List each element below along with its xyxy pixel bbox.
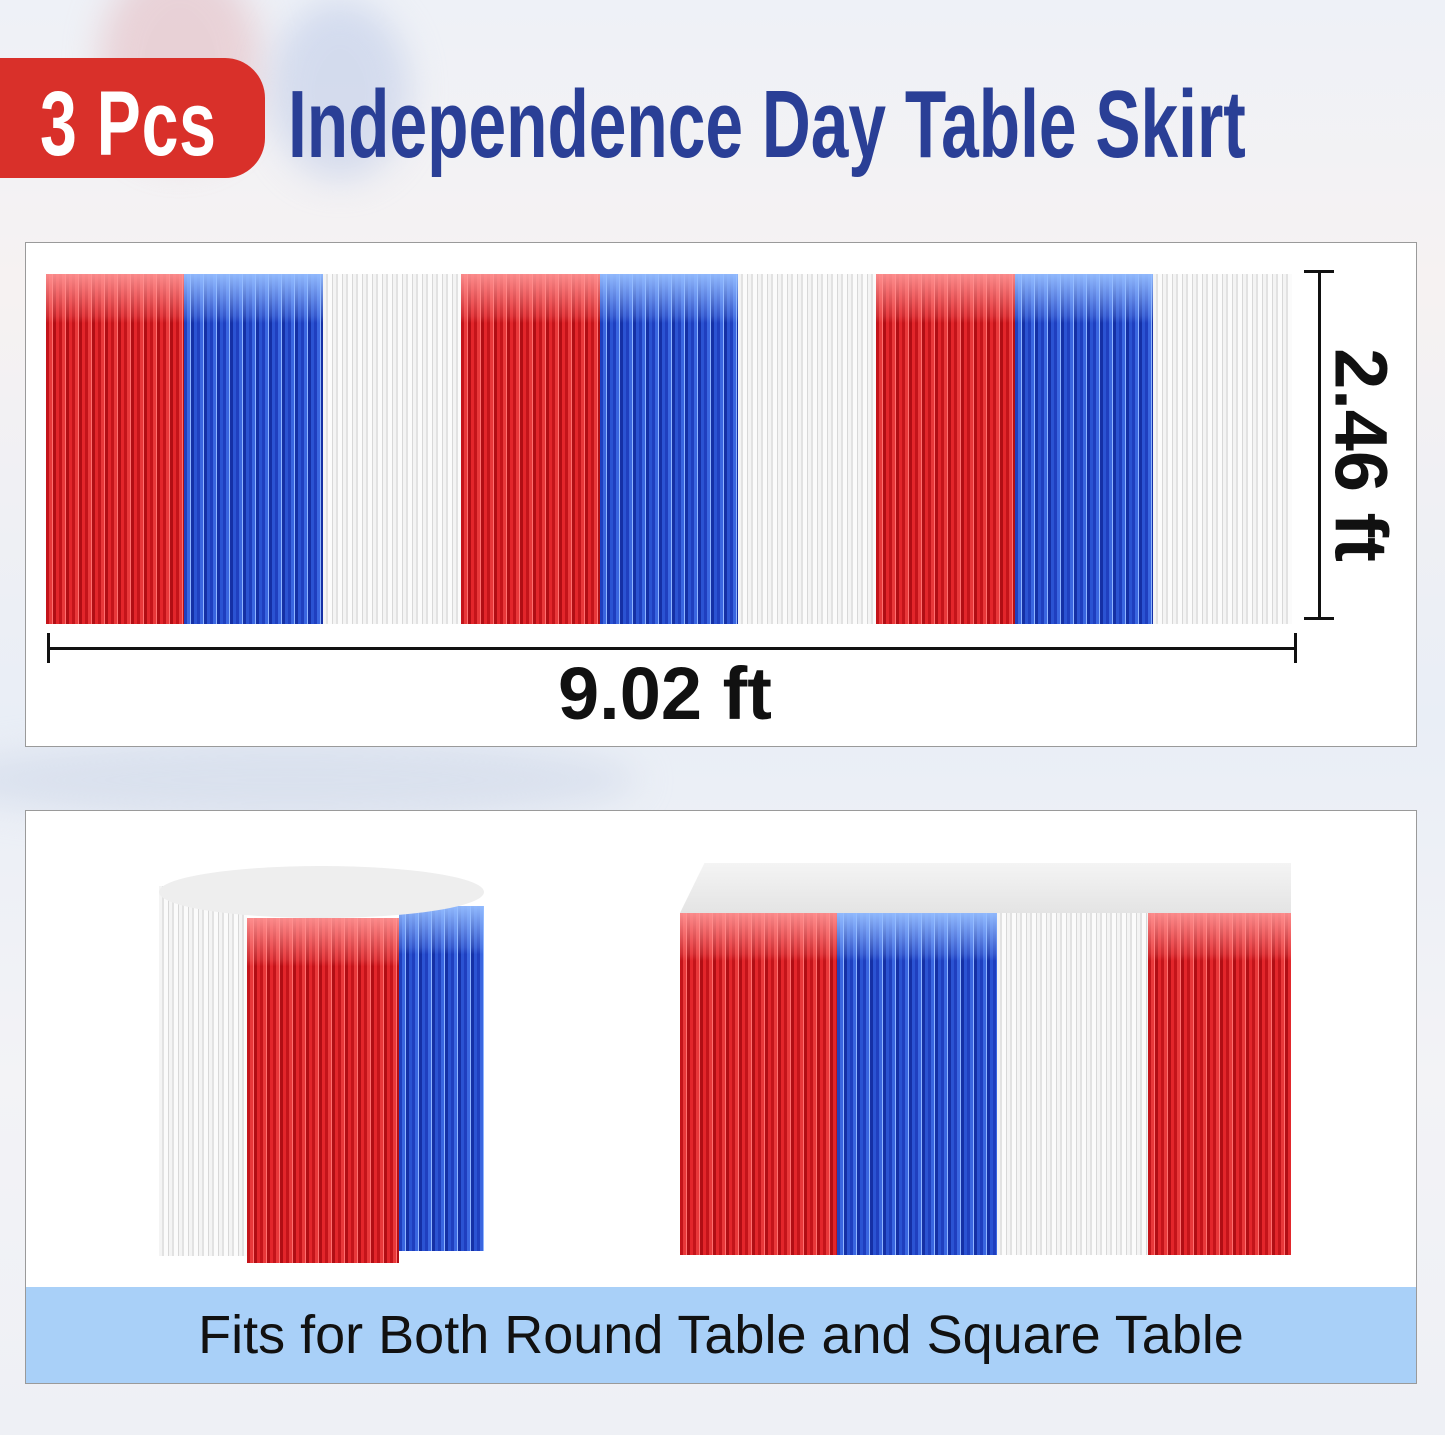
square-table [680,863,1291,1255]
height-label: 2.46 ft [1319,348,1403,562]
fringe-white [738,274,877,624]
balloon-decoration [270,0,410,180]
caption: Fits for Both Round Table and Square Tab… [26,1287,1416,1383]
fringe-red [46,274,185,624]
fringe-white [1153,274,1293,624]
fringe-red [1148,913,1291,1255]
badge-text: 3 Pcs [40,73,217,175]
fringe-red [680,913,837,1255]
height-line [1318,271,1321,619]
fringe-red [461,274,601,624]
fringe-blue [837,913,997,1255]
table-top [680,863,1291,913]
fringe-red [247,918,399,1263]
page-title: Independence Day Table Skirt [288,71,1246,178]
quantity-badge: 3 Pcs [0,58,265,178]
height-line-cap [1304,270,1334,273]
fringe-blue [1014,274,1154,624]
width-line-cap [47,633,50,663]
fringe-white [322,274,462,624]
fringe-white [997,913,1148,1255]
fringe-blue [184,274,324,624]
fringe-red [876,274,1016,624]
height-line-cap [1304,617,1334,620]
fringe-blue [399,906,484,1251]
width-line [47,647,1297,650]
table-top [159,866,484,918]
flag-decoration [0,740,640,820]
width-line-cap [1294,633,1297,663]
fringe-blue [599,274,739,624]
width-label: 9.02 ft [558,652,772,735]
dimension-panel: 9.02 ft 2.46 ft [25,242,1417,747]
round-table [159,866,484,1266]
usage-panel: Fits for Both Round Table and Square Tab… [25,810,1417,1384]
fringe-white [159,886,247,1256]
